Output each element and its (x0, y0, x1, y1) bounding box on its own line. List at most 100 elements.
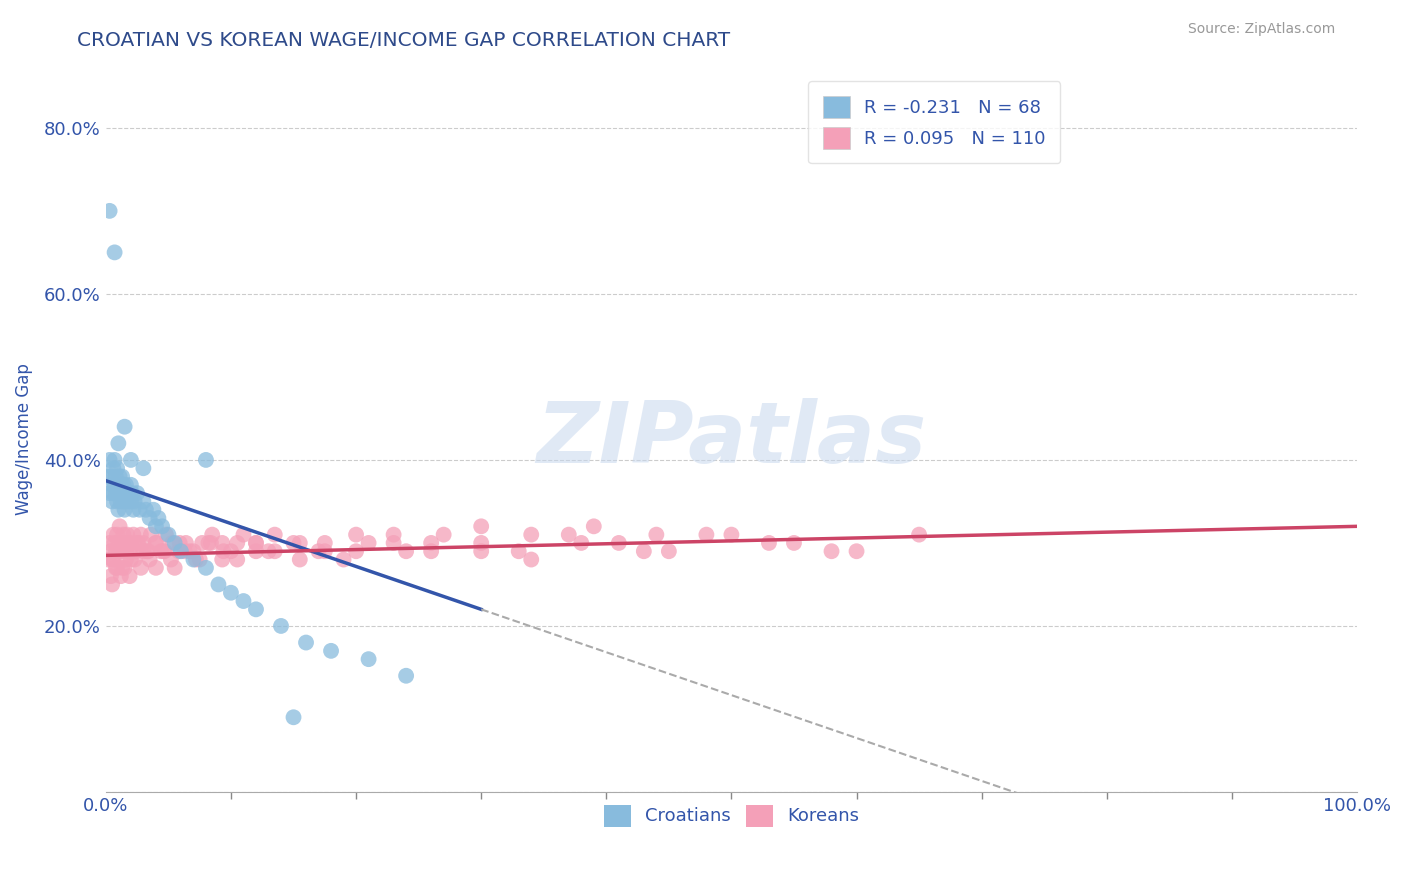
Point (226, 536, 249, 550)
Point (288, 536, 311, 550)
Point (207, 577, 229, 591)
Point (121, 486, 143, 500)
Point (155, 527, 177, 541)
Point (139, 527, 162, 541)
Point (607, 536, 630, 550)
Point (111, 486, 134, 500)
Point (100, 469, 122, 483)
Point (108, 469, 131, 483)
Point (157, 527, 180, 541)
Point (115, 544, 138, 558)
Point (382, 527, 405, 541)
Point (720, 527, 742, 541)
Point (163, 536, 186, 550)
Point (145, 519, 167, 533)
Point (520, 552, 543, 566)
Point (111, 536, 134, 550)
Point (174, 536, 197, 550)
Point (783, 536, 806, 550)
Point (104, 544, 127, 558)
Point (101, 552, 124, 566)
Point (150, 519, 173, 533)
Point (101, 577, 124, 591)
Point (357, 536, 380, 550)
Point (283, 536, 305, 550)
Point (98, 453, 121, 467)
Point (100, 569, 122, 583)
Point (114, 561, 136, 575)
Point (314, 536, 336, 550)
Point (257, 544, 280, 558)
Point (191, 536, 214, 550)
Point (108, 486, 131, 500)
Point (845, 544, 868, 558)
Point (211, 552, 233, 566)
Point (357, 652, 380, 666)
Point (263, 527, 285, 541)
Point (820, 544, 842, 558)
Point (160, 552, 183, 566)
Point (308, 544, 330, 558)
Point (232, 527, 254, 541)
Point (332, 552, 354, 566)
Point (136, 544, 159, 558)
Point (270, 619, 292, 633)
Point (188, 552, 211, 566)
Point (132, 461, 155, 475)
Point (107, 486, 129, 500)
Point (194, 453, 217, 467)
Point (117, 536, 139, 550)
Point (153, 544, 176, 558)
Point (132, 544, 155, 558)
Point (120, 453, 142, 467)
Point (558, 527, 581, 541)
Point (104, 469, 127, 483)
Point (101, 494, 124, 508)
Point (145, 536, 167, 550)
Point (219, 586, 242, 600)
Point (111, 561, 134, 575)
Point (433, 527, 456, 541)
Point (127, 536, 149, 550)
Point (110, 478, 132, 492)
Point (695, 527, 717, 541)
Point (149, 544, 172, 558)
Point (127, 536, 149, 550)
Point (132, 494, 155, 508)
Point (173, 544, 195, 558)
Point (117, 494, 139, 508)
Point (112, 494, 135, 508)
Point (758, 536, 780, 550)
Point (470, 544, 492, 558)
Point (111, 469, 134, 483)
Point (135, 502, 157, 516)
Point (98, 536, 121, 550)
Point (658, 544, 681, 558)
Point (232, 594, 254, 608)
Point (420, 536, 443, 550)
Point (245, 544, 267, 558)
Point (107, 478, 129, 492)
Point (395, 669, 418, 683)
Point (148, 511, 170, 525)
Point (245, 536, 267, 550)
Point (128, 502, 150, 516)
Point (295, 635, 318, 649)
Point (118, 544, 141, 558)
Point (226, 552, 249, 566)
Point (112, 527, 135, 541)
Point (201, 527, 224, 541)
Point (314, 544, 336, 558)
Point (107, 536, 129, 550)
Point (104, 245, 127, 260)
Point (184, 552, 207, 566)
Point (263, 544, 285, 558)
Point (170, 544, 193, 558)
Point (100, 544, 122, 558)
Point (118, 486, 141, 500)
Point (110, 569, 132, 583)
Point (142, 502, 165, 516)
Point (104, 453, 127, 467)
Point (395, 544, 418, 558)
Point (138, 544, 160, 558)
